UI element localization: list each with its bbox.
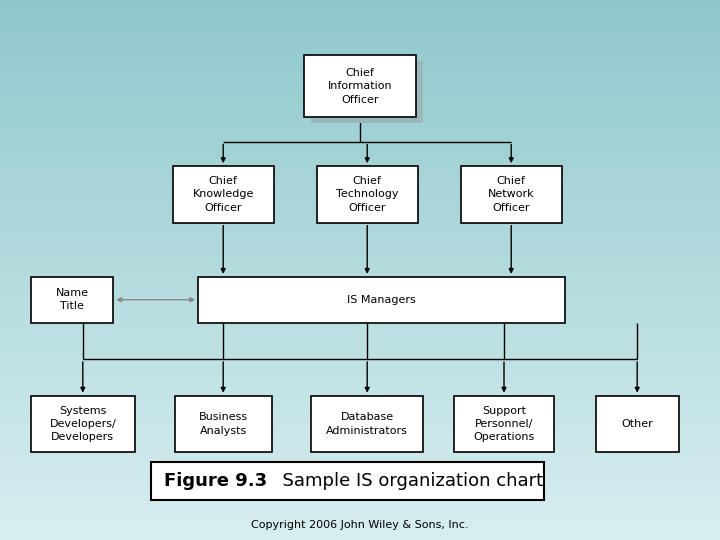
Bar <box>454 395 554 453</box>
Text: Name
Title: Name Title <box>55 288 89 311</box>
Bar <box>30 276 114 322</box>
Text: Business
Analysts: Business Analysts <box>199 413 248 435</box>
Text: Chief
Information
Officer: Chief Information Officer <box>328 68 392 105</box>
Bar <box>311 395 423 453</box>
Text: Figure 9.3: Figure 9.3 <box>164 471 267 490</box>
Text: Chief
Knowledge
Officer: Chief Knowledge Officer <box>192 176 254 213</box>
Bar <box>461 166 562 222</box>
Text: Copyright 2006 John Wiley & Sons, Inc.: Copyright 2006 John Wiley & Sons, Inc. <box>251 520 469 530</box>
Bar <box>31 395 135 453</box>
Bar <box>596 395 678 453</box>
Text: Database
Administrators: Database Administrators <box>326 413 408 435</box>
Text: Support
Personnel/
Operations: Support Personnel/ Operations <box>473 406 535 442</box>
Bar <box>173 166 274 222</box>
Text: IS Managers: IS Managers <box>347 295 416 305</box>
Text: Chief
Network
Officer: Chief Network Officer <box>488 176 534 213</box>
Text: Other: Other <box>621 419 653 429</box>
Text: Chief
Technology
Officer: Chief Technology Officer <box>336 176 398 213</box>
Bar <box>198 276 565 322</box>
Bar <box>174 395 272 453</box>
Text: Systems
Developers/
Developers: Systems Developers/ Developers <box>50 406 116 442</box>
Text: Sample IS organization chart: Sample IS organization chart <box>271 471 543 490</box>
Bar <box>311 60 423 123</box>
Bar <box>151 462 544 500</box>
Bar <box>317 166 418 222</box>
Bar <box>304 56 416 117</box>
